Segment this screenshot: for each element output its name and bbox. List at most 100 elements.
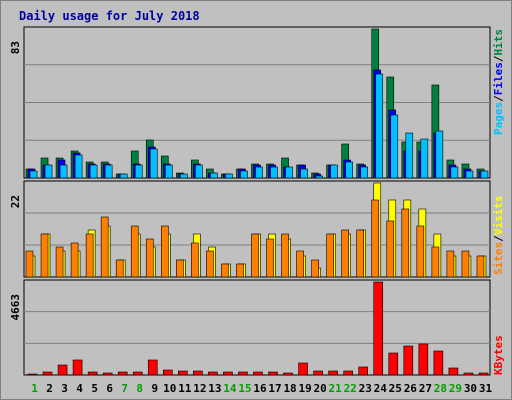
y-max-label: 22 xyxy=(9,195,22,208)
x-tick-label: 4 xyxy=(76,382,83,395)
bar-sites-day-17 xyxy=(266,238,274,278)
bar-kbytes-day-4 xyxy=(72,359,83,376)
bar-pages-day-12 xyxy=(195,164,203,179)
bar-pages-day-24 xyxy=(375,73,384,179)
bar-pages-day-27 xyxy=(420,138,429,179)
bar-pages-day-22 xyxy=(345,161,353,179)
legend-item-hits: Hits xyxy=(492,29,505,56)
bar-pages-day-18 xyxy=(285,166,293,179)
x-tick-label: 22 xyxy=(344,382,357,395)
bar-pages-day-28 xyxy=(435,130,444,179)
chart-title: Daily usage for July 2018 xyxy=(19,9,200,23)
bar-pages-day-21 xyxy=(330,164,338,179)
x-tick-label: 29 xyxy=(449,382,462,395)
bar-pages-day-17 xyxy=(270,166,278,179)
panel-middle: 22 Sites/Visits xyxy=(9,180,505,278)
bar-pages-day-23 xyxy=(360,166,369,179)
legend-separator: / xyxy=(492,95,505,102)
bar-pages-day-14 xyxy=(225,173,233,179)
bar-kbytes-day-10 xyxy=(162,369,173,376)
bar-kbytes-day-28 xyxy=(433,350,444,376)
bar-pages-day-11 xyxy=(180,173,188,179)
bar-sites-day-21 xyxy=(326,233,334,278)
bar-sites-day-3 xyxy=(55,246,64,278)
x-tick-label: 20 xyxy=(314,382,327,395)
series-pages xyxy=(29,73,489,179)
x-tick-label: 17 xyxy=(268,382,281,395)
bar-kbytes-day-29 xyxy=(448,367,459,376)
x-tick-label: 26 xyxy=(404,382,418,395)
bar-kbytes-day-31 xyxy=(478,372,489,376)
bar-pages-day-16 xyxy=(255,166,263,179)
bar-kbytes-day-24 xyxy=(373,281,384,376)
x-tick-label: 10 xyxy=(163,382,176,395)
bar-kbytes-day-16 xyxy=(253,371,263,376)
bar-kbytes-day-12 xyxy=(193,370,203,376)
legend-bottom: KBytes xyxy=(492,335,505,375)
bar-pages-day-19 xyxy=(300,168,308,179)
bar-kbytes-day-2 xyxy=(42,371,53,376)
bar-sites-day-20 xyxy=(311,259,319,278)
bar-kbytes-day-27 xyxy=(418,343,429,376)
bar-kbytes-day-6 xyxy=(102,372,113,376)
bar-kbytes-day-7 xyxy=(117,371,128,376)
bar-sites-day-24 xyxy=(371,199,380,278)
bar-sites-day-5 xyxy=(85,233,94,278)
bar-pages-day-13 xyxy=(210,172,218,179)
bar-sites-day-9 xyxy=(145,238,154,278)
day-labels: 1 2 3 4 5 6 7 8 9 10 11 12 13 14 15 16 17 18 19 20 21 22 23 24 2… xyxy=(31,382,492,395)
series-kbytes xyxy=(27,281,489,376)
bar-kbytes-day-20 xyxy=(313,370,323,376)
x-tick-label: 2 xyxy=(46,382,53,395)
bar-sites-day-15 xyxy=(236,263,244,278)
x-tick-label: 1 xyxy=(31,382,38,395)
bar-pages-day-1 xyxy=(29,170,38,179)
bar-pages-day-3 xyxy=(59,164,68,179)
bar-sites-day-12 xyxy=(191,242,199,278)
x-tick-label: 15 xyxy=(238,382,251,395)
legend-separator: / xyxy=(492,235,505,242)
bar-sites-day-30 xyxy=(461,250,470,278)
bar-sites-day-4 xyxy=(70,242,79,278)
bar-kbytes-day-1 xyxy=(27,373,38,376)
y-max-label: 83 xyxy=(9,41,22,54)
bar-kbytes-day-23 xyxy=(358,366,369,376)
panels: 83Pages/Files/Hits22Sites/Visits4663KByt… xyxy=(9,26,505,376)
bar-pages-day-30 xyxy=(465,170,474,179)
bar-pages-day-2 xyxy=(44,164,53,179)
bar-sites-day-11 xyxy=(176,259,184,278)
legend-item-pages: Pages xyxy=(492,102,505,135)
bar-kbytes-day-25 xyxy=(388,352,399,376)
bar-sites-day-16 xyxy=(251,233,259,278)
bar-sites-day-7 xyxy=(115,259,124,278)
bar-pages-day-9 xyxy=(149,148,158,179)
bar-sites-day-31 xyxy=(476,255,485,278)
x-tick-label: 11 xyxy=(178,382,192,395)
x-tick-label: 23 xyxy=(359,382,372,395)
x-tick-label: 28 xyxy=(434,382,447,395)
x-tick-label: 13 xyxy=(208,382,221,395)
bar-sites-day-27 xyxy=(416,225,425,278)
bar-kbytes-day-9 xyxy=(147,359,158,376)
x-tick-label: 27 xyxy=(419,382,432,395)
bar-kbytes-day-8 xyxy=(132,371,143,376)
bar-sites-day-1 xyxy=(25,250,34,278)
bar-pages-day-4 xyxy=(74,154,83,179)
bar-sites-day-23 xyxy=(356,229,365,278)
bar-pages-day-10 xyxy=(164,164,173,179)
x-tick-label: 7 xyxy=(121,382,128,395)
bar-pages-day-31 xyxy=(480,170,489,179)
bar-sites-day-18 xyxy=(281,233,289,278)
bar-sites-day-6 xyxy=(100,216,109,278)
bar-sites-day-28 xyxy=(431,246,440,278)
bar-kbytes-day-18 xyxy=(283,372,293,376)
legend-item-files: Files xyxy=(492,62,505,95)
bar-kbytes-day-14 xyxy=(223,371,233,376)
legend-top: Pages/Files/Hits xyxy=(492,29,505,135)
bar-pages-day-5 xyxy=(89,164,98,179)
x-tick-label: 9 xyxy=(151,382,158,395)
bar-sites-day-25 xyxy=(386,220,395,278)
legend-item-kbytes: KBytes xyxy=(492,335,505,375)
